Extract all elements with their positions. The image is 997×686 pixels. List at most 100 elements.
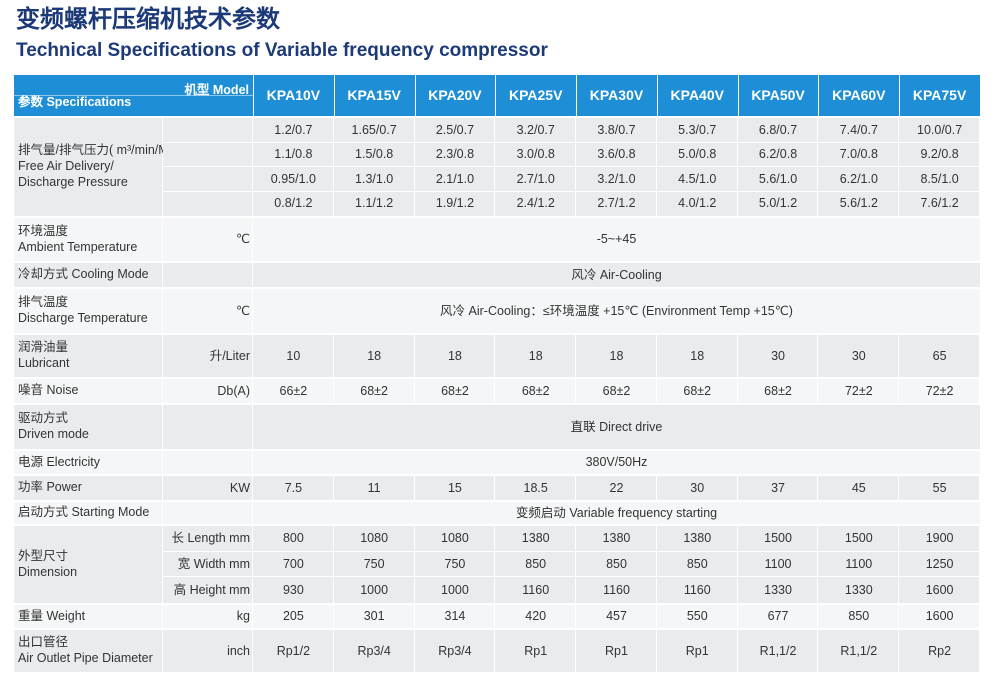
header-diagonal xyxy=(14,95,253,96)
value-cell xyxy=(899,167,979,191)
cell-value: 68±2 xyxy=(764,383,792,398)
value-cell xyxy=(495,476,576,500)
model-name: KPA50V xyxy=(751,87,805,103)
value-cell xyxy=(333,191,414,216)
value-cell xyxy=(576,526,656,551)
value-cell xyxy=(495,630,576,672)
model-name: KPA20V xyxy=(428,87,482,103)
unit-cell xyxy=(163,218,252,261)
cell-value: 1.5/0.8 xyxy=(355,147,394,162)
label-cell xyxy=(14,218,162,261)
value-cell xyxy=(333,577,414,603)
row-label: Dimension xyxy=(18,564,78,579)
row-label: 启动方式 Starting Mode xyxy=(18,505,150,519)
cell-value: 9.2/0.8 xyxy=(920,147,959,162)
cell-value: 3.2/0.7 xyxy=(516,122,555,137)
value-cell xyxy=(737,605,818,628)
value-cell xyxy=(576,142,656,166)
cell-value: 72±2 xyxy=(844,383,873,398)
cell-value: 2.5/0.7 xyxy=(435,122,475,137)
label-cell xyxy=(14,379,162,403)
cell-value: 2.4/1.2 xyxy=(516,196,555,211)
cell-value: R1,1/2 xyxy=(759,643,797,658)
value-cell xyxy=(818,630,899,672)
value-cell xyxy=(656,191,737,216)
value-cell xyxy=(253,526,333,551)
value-cell xyxy=(818,577,899,603)
value-cell xyxy=(818,526,899,551)
cell-value: 1.9/1.2 xyxy=(435,196,475,211)
unit-cell xyxy=(163,551,252,577)
value-cell xyxy=(576,630,656,672)
cell-value: 1080 xyxy=(441,531,469,546)
value-cell xyxy=(818,118,899,142)
cell-value: 1600 xyxy=(925,582,954,597)
cell-value: 5.0/0.8 xyxy=(678,147,717,162)
header-sep xyxy=(899,75,901,116)
cell-value: 1380 xyxy=(521,531,550,546)
cell-value: Rp2 xyxy=(928,643,952,658)
value-cell xyxy=(414,551,495,577)
span-value: 风冷 Air-Cooling：≤环境温度 +15℃ (Environment T… xyxy=(440,303,793,318)
value-cell xyxy=(414,191,495,216)
span-value: -5~+45 xyxy=(596,232,637,246)
value-cell xyxy=(495,142,576,166)
value-cell xyxy=(414,379,495,403)
cell-value: Rp3/4 xyxy=(357,643,391,658)
value-cell xyxy=(656,630,737,672)
cell-value: 750 xyxy=(444,557,466,571)
value-cell xyxy=(737,191,818,216)
value-cell xyxy=(899,551,979,577)
cell-value: 10.0/0.7 xyxy=(917,122,963,137)
cell-value: 6.2/1.0 xyxy=(839,171,878,186)
unit-cell xyxy=(163,142,252,166)
cell-value: 2.7/1.2 xyxy=(597,196,636,211)
row-unit: ℃ xyxy=(235,303,250,318)
value-cell xyxy=(576,118,656,142)
span-value: 380V/50Hz xyxy=(585,455,648,469)
row-label: Air Outlet Pipe Diameter xyxy=(18,651,153,665)
row-unit: ℃ xyxy=(235,232,250,246)
cell-value: 72±2 xyxy=(925,383,954,398)
value-cell xyxy=(656,379,737,403)
unit-cell xyxy=(163,451,252,474)
cell-value: 18 xyxy=(609,348,624,363)
label-cell xyxy=(14,605,162,628)
value-cell xyxy=(737,379,818,403)
value-cell xyxy=(576,335,656,377)
value-cell xyxy=(414,335,495,377)
row-label: Driven mode xyxy=(18,427,89,441)
value-cell xyxy=(495,167,576,191)
row-label: 排气量/排气压力( m³/min/MPa ) xyxy=(18,143,192,157)
row-unit: 升/Liter xyxy=(209,348,250,363)
corner-spec: 参数 Specifications xyxy=(18,95,132,109)
cell-value: 2.7/1.0 xyxy=(516,171,555,186)
cell-value: 700 xyxy=(282,557,304,571)
value-cell xyxy=(737,476,818,500)
cell-value: 18 xyxy=(447,348,462,363)
cell-value: 4.0/1.2 xyxy=(678,196,717,211)
cell-value: 457 xyxy=(606,609,627,623)
value-cell xyxy=(576,577,656,603)
cell-value: 1000 xyxy=(360,582,389,597)
value-cell xyxy=(333,142,414,166)
value-cell xyxy=(737,335,818,377)
cell-value: 30 xyxy=(771,348,785,363)
cell-value: 3.2/1.0 xyxy=(597,171,636,186)
value-cell xyxy=(495,526,576,551)
row-label: Free Air Delivery/ xyxy=(18,159,114,173)
value-cell xyxy=(576,379,656,403)
value-cell xyxy=(818,335,899,377)
row-label: 驱动方式 xyxy=(18,411,69,425)
value-cell xyxy=(899,191,979,216)
header-sep xyxy=(495,75,497,116)
value-cell xyxy=(253,379,333,403)
cell-value: 30 xyxy=(690,480,705,495)
label-cell xyxy=(14,630,162,672)
model-name: KPA25V xyxy=(508,87,563,103)
span-cell xyxy=(253,405,980,449)
header-sep xyxy=(737,75,739,116)
label-cell xyxy=(14,289,162,333)
value-cell xyxy=(333,167,414,191)
span-value: 风冷 Air-Cooling xyxy=(571,267,662,282)
